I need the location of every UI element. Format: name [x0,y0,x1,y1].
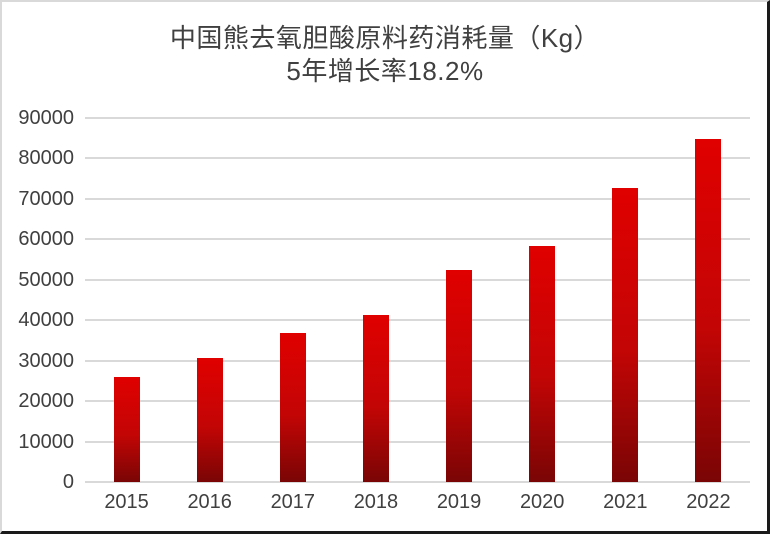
gridline-50000 [85,278,750,281]
bar-2022 [695,139,722,482]
y-tick-label-90000: 90000 [18,107,74,129]
gridline-30000 [85,359,750,362]
gridline-90000 [85,117,750,119]
y-tick-label-70000: 70000 [18,187,74,210]
chart-title-block: 中国熊去氧胆酸原料药消耗量（Kg） 5年增长率18.2% [2,22,768,88]
chart-title: 中国熊去氧胆酸原料药消耗量（Kg） [169,23,601,53]
y-tick-label-50000: 50000 [18,268,74,291]
gridline-70000 [85,197,750,200]
y-tick-label-60000: 60000 [18,228,74,251]
y-tick-label-40000: 40000 [18,309,74,332]
x-tick-label-2022: 2022 [686,491,731,513]
y-tick-label-10000: 10000 [18,430,74,453]
bar-2020 [529,246,556,482]
bar-2019 [446,269,473,482]
gridline-10000 [85,440,750,443]
x-tick-label-2016: 2016 [187,491,232,513]
bar-2021 [612,187,639,482]
y-tick-label-30000: 30000 [18,349,74,372]
plot-area [85,117,750,483]
x-tick-label-2015: 2015 [104,491,149,513]
gridline-40000 [85,319,750,322]
bar-2017 [279,333,306,482]
x-tick-label-2020: 2020 [519,491,565,513]
bar-2016 [196,357,223,482]
x-tick-label-2018: 2018 [353,491,399,513]
x-tick-label-2021: 2021 [603,491,648,513]
gridline-80000 [85,157,750,160]
y-tick-label-0: 0 [62,471,74,493]
chart-subtitle: 5年增长率18.2% [286,56,484,86]
gridline-0 [85,481,750,483]
gridline-20000 [85,400,750,403]
gridline-60000 [85,238,750,241]
x-tick-label-2017: 2017 [270,491,316,513]
bar-2018 [362,315,389,482]
x-tick-label-2019: 2019 [436,491,482,513]
y-tick-label-80000: 80000 [18,147,74,170]
bar-2015 [113,376,140,482]
y-tick-label-20000: 20000 [18,390,74,413]
